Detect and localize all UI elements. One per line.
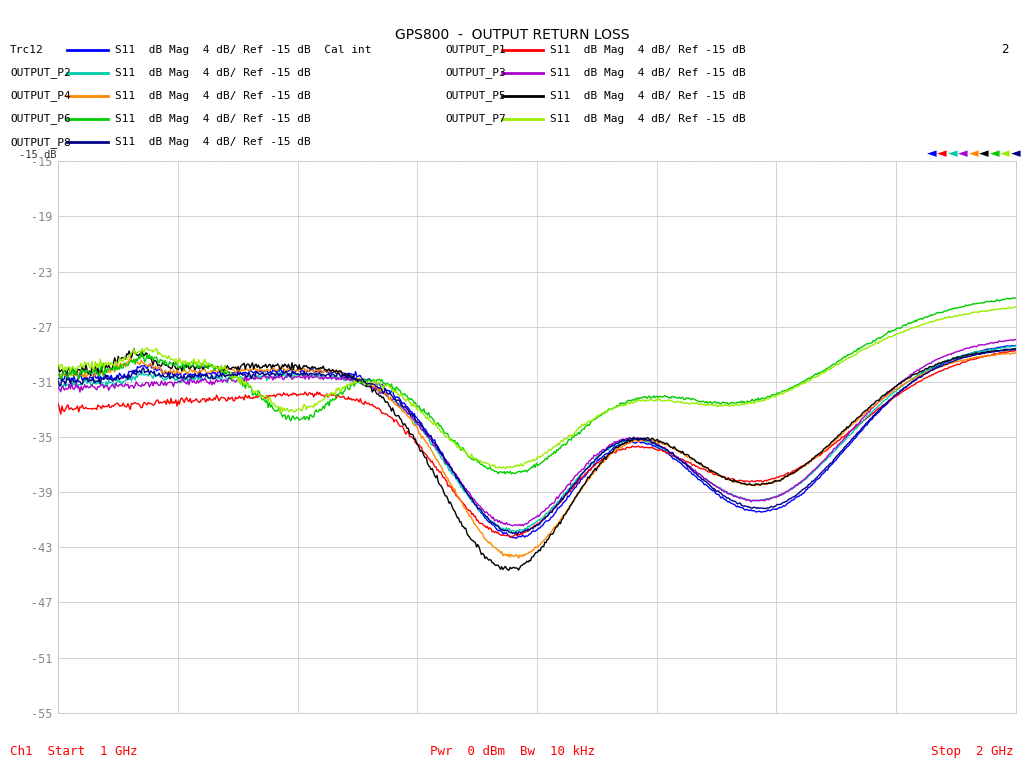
Text: ◄: ◄	[927, 147, 936, 161]
Text: ◄: ◄	[948, 147, 957, 161]
Text: OUTPUT_P6: OUTPUT_P6	[10, 114, 71, 124]
Text: Trc12: Trc12	[10, 45, 44, 55]
Text: Pwr  0 dBm  Bw  10 kHz: Pwr 0 dBm Bw 10 kHz	[429, 745, 595, 757]
Text: S11  dB Mag  4 dB/ Ref -15 dB: S11 dB Mag 4 dB/ Ref -15 dB	[550, 91, 745, 101]
Text: OUTPUT_P7: OUTPUT_P7	[445, 114, 506, 124]
Text: ◄: ◄	[990, 147, 999, 161]
Text: ◄: ◄	[969, 147, 979, 161]
Text: ◄: ◄	[958, 147, 968, 161]
Text: ◄: ◄	[979, 147, 989, 161]
Text: S11  dB Mag  4 dB/ Ref -15 dB: S11 dB Mag 4 dB/ Ref -15 dB	[115, 114, 310, 124]
Text: S11  dB Mag  4 dB/ Ref -15 dB: S11 dB Mag 4 dB/ Ref -15 dB	[115, 137, 310, 147]
Text: OUTPUT_P3: OUTPUT_P3	[445, 68, 506, 78]
Text: Stop  2 GHz: Stop 2 GHz	[931, 745, 1014, 757]
Text: ◄: ◄	[1011, 147, 1021, 161]
Text: S11  dB Mag  4 dB/ Ref -15 dB: S11 dB Mag 4 dB/ Ref -15 dB	[115, 68, 310, 78]
Text: OUTPUT_P2: OUTPUT_P2	[10, 68, 71, 78]
Text: OUTPUT_P8: OUTPUT_P8	[10, 137, 71, 147]
Text: GPS800  -  OUTPUT RETURN LOSS: GPS800 - OUTPUT RETURN LOSS	[394, 28, 630, 41]
Text: S11  dB Mag  4 dB/ Ref -15 dB  Cal int: S11 dB Mag 4 dB/ Ref -15 dB Cal int	[115, 45, 371, 55]
Text: Ch1  Start  1 GHz: Ch1 Start 1 GHz	[10, 745, 138, 757]
Text: S11  dB Mag  4 dB/ Ref -15 dB: S11 dB Mag 4 dB/ Ref -15 dB	[115, 91, 310, 101]
Text: OUTPUT_P5: OUTPUT_P5	[445, 91, 506, 101]
Text: 2: 2	[1001, 44, 1009, 56]
Text: S11  dB Mag  4 dB/ Ref -15 dB: S11 dB Mag 4 dB/ Ref -15 dB	[550, 114, 745, 124]
Text: -15 dB: -15 dB	[19, 151, 56, 161]
Text: ◄: ◄	[1000, 147, 1010, 161]
Text: S11  dB Mag  4 dB/ Ref -15 dB: S11 dB Mag 4 dB/ Ref -15 dB	[550, 68, 745, 78]
Text: OUTPUT_P1: OUTPUT_P1	[445, 45, 506, 55]
Text: OUTPUT_P4: OUTPUT_P4	[10, 91, 71, 101]
Text: ◄: ◄	[937, 147, 947, 161]
Text: S11  dB Mag  4 dB/ Ref -15 dB: S11 dB Mag 4 dB/ Ref -15 dB	[550, 45, 745, 55]
